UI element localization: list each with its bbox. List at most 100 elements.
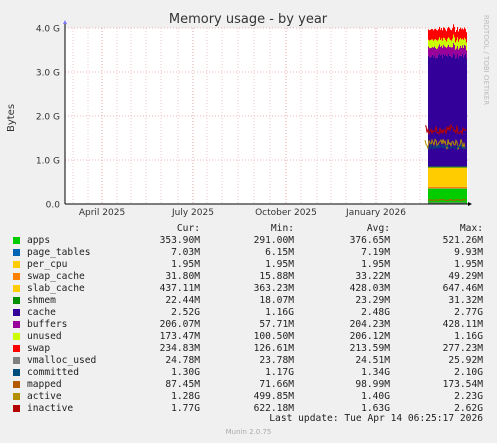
area-slab_cache <box>431 167 433 187</box>
area-shmem <box>455 166 457 168</box>
area-swap_cache <box>436 186 438 189</box>
area-shmem <box>451 166 453 168</box>
legend-row-page_tables: page_tables 7.03M 6.15M 7.19M 9.93M <box>0 247 497 259</box>
legend-value-min: 100.50M <box>253 331 294 342</box>
area-unused <box>441 38 443 46</box>
area-apps <box>443 188 445 204</box>
area-swap_cache <box>450 186 452 189</box>
legend-series-name: inactive <box>27 403 74 414</box>
legend-swatch <box>13 321 20 328</box>
area-swap <box>448 26 450 38</box>
area-cache <box>459 56 461 167</box>
area-slab_cache <box>432 167 434 187</box>
area-swap_cache <box>438 186 440 189</box>
area-swap <box>455 32 457 43</box>
area-buffers <box>434 46 436 56</box>
area-swap_cache <box>440 186 442 189</box>
area-swap_cache <box>439 186 441 189</box>
area-unused <box>458 41 460 50</box>
legend-header-max: Max: <box>459 223 483 234</box>
area-unused <box>439 37 441 45</box>
area-swap <box>446 31 448 42</box>
area-apps <box>446 188 448 204</box>
area-apps <box>451 188 453 204</box>
area-unused <box>465 39 467 46</box>
area-slab_cache <box>459 167 461 187</box>
area-slab_cache <box>446 167 448 187</box>
area-unused <box>452 38 454 48</box>
legend-row-swap: swap 234.83M 126.61M 213.59M 277.23M <box>0 343 497 355</box>
legend-swatch <box>13 345 20 352</box>
area-unused <box>446 41 448 49</box>
line-committed <box>427 143 467 151</box>
legend-value-cur: 31.80M <box>165 271 200 282</box>
area-swap <box>442 30 444 41</box>
legend-value-min: 363.23M <box>253 283 294 294</box>
area-buffers <box>443 44 445 54</box>
area-apps <box>442 188 444 204</box>
legend-value-max: 2.77G <box>454 307 483 318</box>
area-shmem <box>443 166 445 168</box>
area-swap <box>449 28 451 39</box>
legend-swatch <box>13 369 20 376</box>
area-swap_cache <box>446 186 448 189</box>
area-apps <box>464 188 466 204</box>
legend-value-min: 71.66M <box>259 379 294 390</box>
area-unused <box>459 39 461 49</box>
area-buffers <box>465 45 467 54</box>
area-swap_cache <box>434 186 436 189</box>
area-buffers <box>437 48 439 58</box>
area-swap <box>438 29 440 40</box>
area-unused <box>429 40 431 49</box>
legend-value-min: 6.15M <box>265 247 294 258</box>
area-swap <box>463 29 465 40</box>
area-swap <box>456 30 458 41</box>
area-cache <box>432 54 434 167</box>
area-slab_cache <box>438 167 440 187</box>
area-slab_cache <box>457 167 459 187</box>
area-cache <box>466 57 468 167</box>
area-swap_cache <box>459 186 461 189</box>
area-slab_cache <box>449 167 451 187</box>
area-slab_cache <box>447 167 449 187</box>
area-apps <box>448 188 450 204</box>
legend-series-name: slab_cache <box>27 283 85 294</box>
area-shmem <box>453 166 455 168</box>
area-unused <box>466 42 468 51</box>
area-slab_cache <box>455 167 457 187</box>
area-swap <box>451 30 453 41</box>
area-slab_cache <box>462 167 464 187</box>
area-buffers <box>455 49 457 59</box>
area-cache <box>437 57 439 167</box>
area-apps <box>444 188 446 204</box>
area-unused <box>436 40 438 49</box>
area-shmem <box>459 166 461 168</box>
area-apps <box>433 188 435 204</box>
area-unused <box>450 40 452 48</box>
legend-row-slab_cache: slab_cache 437.11M 363.23M 428.03M 647.46M <box>0 283 497 295</box>
legend-value-avg: 204.23M <box>349 319 390 330</box>
area-apps <box>460 188 462 204</box>
area-unused <box>449 38 451 47</box>
area-unused <box>447 38 449 47</box>
area-swap <box>441 28 443 39</box>
legend-value-cur: 353.90M <box>159 235 200 246</box>
legend-value-max: 2.62G <box>454 403 483 414</box>
legend-value-max: 1.16G <box>454 331 483 342</box>
area-cache <box>452 56 454 167</box>
area-apps <box>455 188 457 204</box>
area-shmem <box>432 166 434 168</box>
area-shmem <box>435 166 437 168</box>
legend-value-max: 2.10G <box>454 367 483 378</box>
area-buffers <box>445 46 447 55</box>
area-apps <box>435 188 437 204</box>
area-buffers <box>430 47 432 58</box>
area-cache <box>443 53 445 167</box>
area-unused <box>431 39 433 48</box>
area-swap_cache <box>458 186 460 189</box>
area-swap_cache <box>464 186 466 189</box>
legend-swatch <box>13 297 20 304</box>
area-unused <box>435 39 437 48</box>
legend-series-name: mapped <box>27 379 62 390</box>
area-cache <box>440 55 442 167</box>
